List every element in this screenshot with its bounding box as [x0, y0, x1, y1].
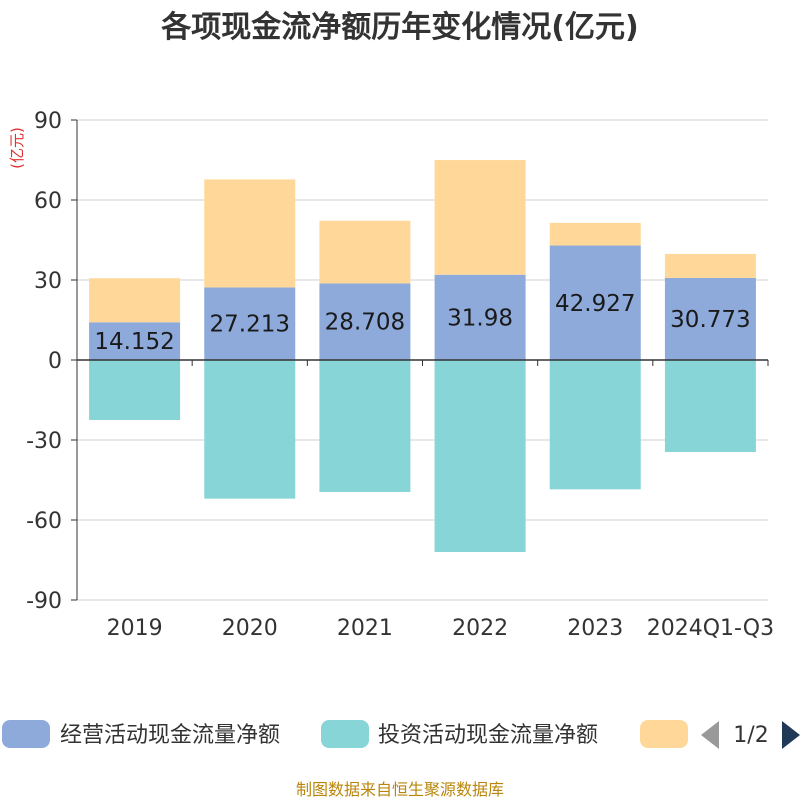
bar-series-1	[319, 283, 411, 360]
axes: 90 60 30 0 -30 -60 -90 2019 2020 2021 2022 2023 2024…	[26, 109, 774, 641]
bars	[89, 160, 756, 552]
bar-series-1	[549, 245, 641, 360]
x-tick-label: 2022	[452, 616, 508, 641]
bar-series-3	[204, 179, 296, 288]
data-labels: 14.152 27.213 28.708 31.98 42.927 30.773	[94, 291, 750, 355]
legend-label-2: 投资活动现金流量净额	[378, 723, 598, 748]
y-tick-label: 90	[34, 109, 62, 134]
bar-series-2	[319, 360, 411, 492]
bar-series-2	[204, 360, 296, 499]
legend-swatch-2	[321, 720, 369, 748]
data-label: 28.708	[325, 310, 405, 336]
bar-series-1	[89, 322, 181, 360]
x-tick-label: 2024Q1-Q3	[647, 616, 774, 641]
legend-next-page-icon[interactable]	[782, 721, 800, 749]
legend-swatch-3	[640, 720, 688, 748]
bar-series-3	[664, 253, 756, 278]
legend-label-1: 经营活动现金流量净额	[60, 723, 280, 748]
legend-page-indicator: 1/2	[733, 723, 768, 748]
legend: 经营活动现金流量净额 投资活动现金流量净额	[2, 720, 800, 749]
bar-series-3	[89, 278, 181, 323]
x-tick-label: 2020	[222, 616, 278, 641]
bar-series-1	[664, 277, 756, 360]
y-axis-unit-label: (亿元)	[8, 127, 26, 169]
data-label: 14.152	[94, 329, 174, 355]
x-tick-label: 2021	[337, 616, 393, 641]
x-tick-label: 2019	[107, 616, 163, 641]
bar-series-2	[549, 360, 641, 490]
data-label: 30.773	[670, 307, 750, 333]
x-tick-label: 2023	[567, 616, 623, 641]
legend-swatch-1	[2, 720, 50, 748]
chart-title: 各项现金流净额历年变化情况(亿元)	[160, 10, 638, 45]
y-tick-label: -30	[26, 429, 62, 454]
bar-series-3	[549, 222, 641, 246]
y-tick-label: -90	[26, 589, 62, 614]
data-label: 31.98	[447, 305, 513, 331]
data-label: 42.927	[555, 291, 635, 317]
y-tick-label: 60	[34, 189, 62, 214]
data-label: 27.213	[210, 312, 290, 338]
y-tick-label: -60	[26, 509, 62, 534]
y-tick-label: 30	[34, 269, 62, 294]
bar-series-2	[664, 360, 756, 452]
legend-prev-page-icon[interactable]	[701, 721, 719, 749]
source-note: 制图数据来自恒生聚源数据库	[296, 780, 504, 799]
bar-series-1	[204, 287, 296, 360]
bar-series-2	[434, 360, 526, 552]
bar-series-1	[434, 274, 526, 360]
bar-series-2	[89, 360, 181, 420]
y-tick-label: 0	[48, 349, 62, 374]
bar-series-3	[319, 220, 411, 284]
bar-series-3	[434, 160, 526, 275]
